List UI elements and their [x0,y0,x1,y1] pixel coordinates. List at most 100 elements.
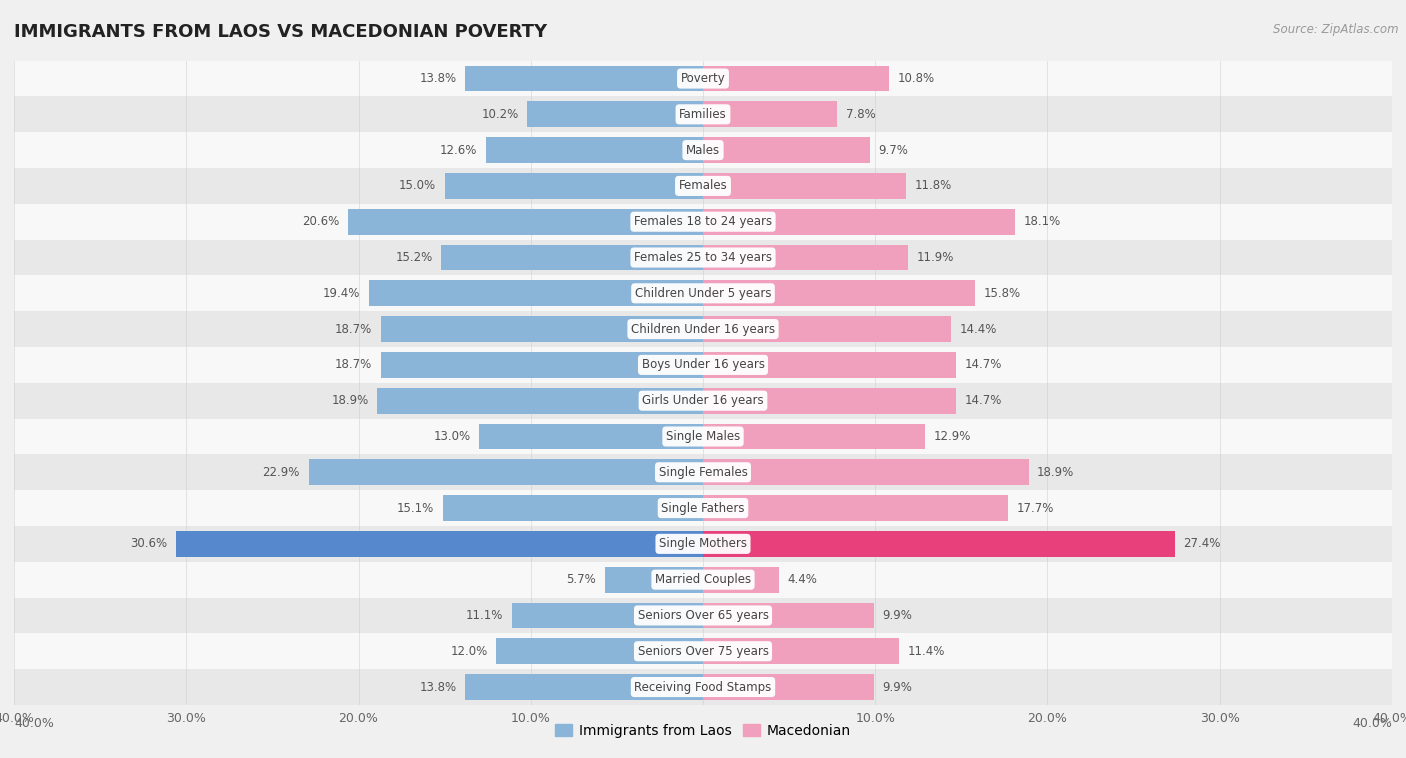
Text: 11.1%: 11.1% [465,609,503,622]
Bar [14,562,1392,597]
Bar [381,352,703,377]
Text: 9.9%: 9.9% [882,609,912,622]
Text: Families: Families [679,108,727,121]
Bar [703,245,908,271]
Bar [703,316,950,342]
Bar [444,173,703,199]
Bar [14,240,1392,275]
Text: 11.9%: 11.9% [917,251,953,264]
Text: Source: ZipAtlas.com: Source: ZipAtlas.com [1274,23,1399,36]
Text: Females: Females [679,180,727,193]
Text: Females 18 to 24 years: Females 18 to 24 years [634,215,772,228]
Text: 4.4%: 4.4% [787,573,817,586]
Text: 20.6%: 20.6% [302,215,340,228]
Bar [381,316,703,342]
Bar [14,347,1392,383]
Bar [703,208,1015,235]
Bar [14,597,1392,634]
Text: 19.4%: 19.4% [323,287,360,300]
Bar [14,96,1392,132]
Bar [14,490,1392,526]
Bar [176,531,703,556]
Bar [479,424,703,449]
Bar [443,495,703,521]
Text: 14.7%: 14.7% [965,394,1002,407]
Text: 14.7%: 14.7% [965,359,1002,371]
Text: Poverty: Poverty [681,72,725,85]
Text: Seniors Over 65 years: Seniors Over 65 years [637,609,769,622]
Text: 13.0%: 13.0% [433,430,471,443]
Bar [496,638,703,664]
Text: 5.7%: 5.7% [567,573,596,586]
Text: Children Under 16 years: Children Under 16 years [631,323,775,336]
Text: 17.7%: 17.7% [1017,502,1054,515]
Text: 10.8%: 10.8% [897,72,935,85]
Text: 10.2%: 10.2% [481,108,519,121]
Text: 22.9%: 22.9% [263,465,299,479]
Bar [703,567,779,593]
Text: 18.1%: 18.1% [1024,215,1060,228]
Bar [703,137,870,163]
Bar [465,674,703,700]
Text: 9.9%: 9.9% [882,681,912,694]
Text: Single Males: Single Males [666,430,740,443]
Bar [14,526,1392,562]
Bar [703,459,1029,485]
Bar [14,275,1392,312]
Text: 12.0%: 12.0% [450,645,488,658]
Bar [377,388,703,414]
Bar [703,102,838,127]
Bar [14,168,1392,204]
Text: Married Couples: Married Couples [655,573,751,586]
Text: 27.4%: 27.4% [1184,537,1220,550]
Bar [14,418,1392,454]
Bar [14,454,1392,490]
Text: 7.8%: 7.8% [846,108,876,121]
Text: 15.0%: 15.0% [399,180,436,193]
Text: 13.8%: 13.8% [419,72,457,85]
Bar [703,388,956,414]
Text: 11.4%: 11.4% [908,645,945,658]
Text: 15.8%: 15.8% [984,287,1021,300]
Text: 18.7%: 18.7% [335,359,373,371]
Bar [486,137,703,163]
Text: 9.7%: 9.7% [879,143,908,157]
Bar [703,495,1008,521]
Legend: Immigrants from Laos, Macedonian: Immigrants from Laos, Macedonian [550,718,856,743]
Bar [703,280,976,306]
Bar [14,669,1392,705]
Bar [605,567,703,593]
Bar [703,531,1175,556]
Bar [14,634,1392,669]
Bar [527,102,703,127]
Bar [703,603,873,628]
Text: Males: Males [686,143,720,157]
Bar [512,603,703,628]
Text: 40.0%: 40.0% [1353,718,1392,731]
Text: 18.7%: 18.7% [335,323,373,336]
Text: 13.8%: 13.8% [419,681,457,694]
Bar [14,204,1392,240]
Text: Females 25 to 34 years: Females 25 to 34 years [634,251,772,264]
Text: 18.9%: 18.9% [1038,465,1074,479]
Text: 40.0%: 40.0% [14,718,53,731]
Text: Receiving Food Stamps: Receiving Food Stamps [634,681,772,694]
Bar [308,459,703,485]
Text: Boys Under 16 years: Boys Under 16 years [641,359,765,371]
Bar [465,66,703,92]
Bar [703,66,889,92]
Bar [703,638,900,664]
Text: Seniors Over 75 years: Seniors Over 75 years [637,645,769,658]
Text: 12.9%: 12.9% [934,430,972,443]
Text: Single Mothers: Single Mothers [659,537,747,550]
Text: 30.6%: 30.6% [131,537,167,550]
Bar [14,383,1392,418]
Text: IMMIGRANTS FROM LAOS VS MACEDONIAN POVERTY: IMMIGRANTS FROM LAOS VS MACEDONIAN POVER… [14,23,547,41]
Bar [14,61,1392,96]
Text: 11.8%: 11.8% [915,180,952,193]
Bar [703,352,956,377]
Text: Single Fathers: Single Fathers [661,502,745,515]
Bar [441,245,703,271]
Text: Single Females: Single Females [658,465,748,479]
Text: 18.9%: 18.9% [332,394,368,407]
